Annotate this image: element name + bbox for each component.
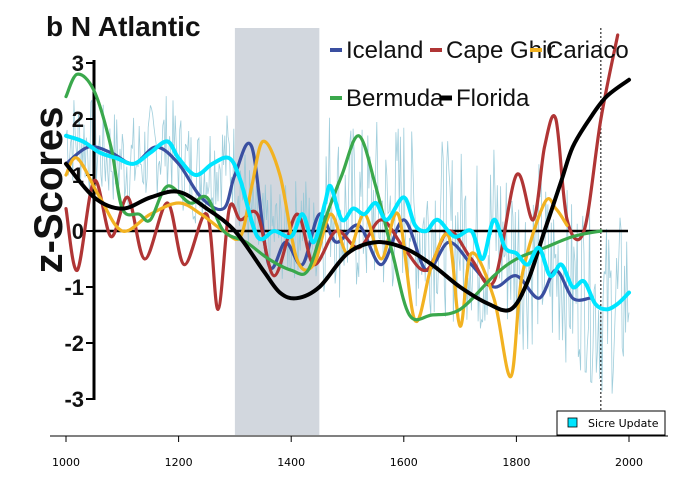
series-line-iceland [64,141,592,302]
y-tick-label: -3 [64,387,84,412]
proxy-noise-line [65,96,630,394]
y-tick-label: 3 [72,51,84,76]
y-tick-label: 2 [72,107,84,132]
x-tick-label: 1000 [52,456,80,469]
y-axis-label: z-Scores [27,107,71,274]
series-line-sicre-update [64,133,631,312]
series-line-florida [64,77,631,313]
update-legend-label: Sicre Update [588,417,659,430]
x-tick-label: 1400 [277,456,305,469]
y-tick-label: 0 [72,219,84,244]
chart-title: b N Atlantic [46,11,201,42]
legend-label: Florida [456,85,530,112]
y-tick-label: -1 [64,275,84,300]
x-tick-label: 2000 [615,456,643,469]
legend-label: Iceland [346,37,423,64]
legend-label: Bermuda [346,85,444,112]
x-tick-label: 1600 [390,456,418,469]
update-legend-swatch [567,417,578,428]
x-tick-label: 1200 [165,456,193,469]
x-tick-label: 1800 [502,456,530,469]
legend-label: Cariaco [546,37,629,64]
y-tick-label: -2 [64,331,84,356]
series-line-cape-ghir [64,33,620,312]
